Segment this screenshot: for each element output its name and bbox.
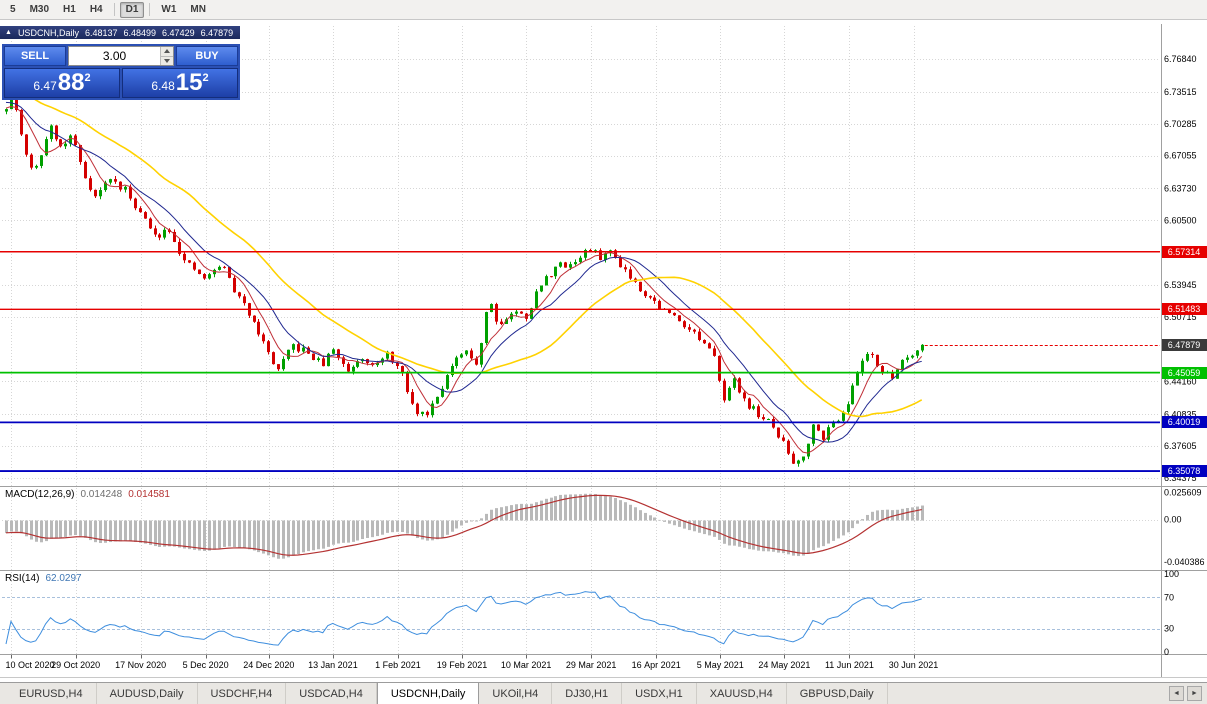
volume-input[interactable]: 3.00 bbox=[68, 46, 174, 66]
ohlc-close: 6.47879 bbox=[200, 27, 234, 38]
sell-price-button[interactable]: 6.47 88 2 bbox=[4, 68, 120, 98]
chart-tab-usdx-h1[interactable]: USDX,H1 bbox=[622, 683, 697, 704]
volume-decrease-button[interactable] bbox=[161, 55, 173, 65]
volume-value: 3.00 bbox=[102, 49, 127, 63]
buy-button[interactable]: BUY bbox=[176, 46, 238, 66]
rsi-value: 62.0297 bbox=[45, 573, 82, 584]
ohlc-high: 6.48499 bbox=[123, 27, 157, 38]
chart-tabs: EURUSD,H4 AUDUSD,Daily USDCHF,H4 USDCAD,H4 U… bbox=[6, 683, 888, 704]
chevron-up-icon bbox=[164, 49, 170, 54]
volume-increase-button[interactable] bbox=[161, 47, 173, 56]
timeframe-toolbar: 5 M30 H1 H4 D1 W1 MN bbox=[0, 0, 1207, 20]
timeframe-button-h1[interactable]: H1 bbox=[63, 3, 76, 15]
chart-tab-xauusd-h4[interactable]: XAUUSD,H4 bbox=[697, 683, 787, 704]
chart-tab-eurusd-h4[interactable]: EURUSD,H4 bbox=[6, 683, 97, 704]
chart-tab-usdcnh-daily[interactable]: USDCNH,Daily bbox=[376, 683, 480, 704]
bid-price-big: 88 bbox=[57, 69, 85, 96]
chart-tab-dj30-h1[interactable]: DJ30,H1 bbox=[552, 683, 623, 704]
toolbar-separator bbox=[113, 3, 115, 16]
chart-tab-bar: EURUSD,H4 AUDUSD,Daily USDCHF,H4 USDCAD,H4 U… bbox=[0, 682, 1207, 704]
chart-tab-ukoil-h4[interactable]: UKOil,H4 bbox=[479, 683, 553, 704]
rsi-name: RSI(14) bbox=[5, 573, 40, 584]
timeframe-button-5[interactable]: 5 bbox=[10, 3, 16, 15]
rsi-label: RSI(14) 62.0297 bbox=[5, 573, 82, 584]
macd-label: MACD(12,26,9) 0.014248 0.014581 bbox=[5, 489, 170, 500]
bid-price-prefix: 6.47 bbox=[33, 79, 57, 93]
timeframe-button-w1[interactable]: W1 bbox=[161, 3, 177, 15]
tab-scroll-controls: ◄ ► bbox=[1169, 683, 1207, 704]
one-click-trading-panel: SELL 3.00 BUY 6.47 88 2 6.48 15 2 bbox=[2, 44, 240, 100]
sell-button[interactable]: SELL bbox=[4, 46, 66, 66]
chart-window-title[interactable]: ▲ USDCNH,Daily 6.48137 6.48499 6.47429 6… bbox=[0, 26, 240, 39]
chart-tab-usdchf-h4[interactable]: USDCHF,H4 bbox=[198, 683, 287, 704]
bid-price-sup: 2 bbox=[84, 72, 91, 84]
toolbar-separator bbox=[149, 3, 151, 16]
ohlc-open: 6.48137 bbox=[84, 27, 118, 38]
chart-tab-usdcad-h4[interactable]: USDCAD,H4 bbox=[286, 683, 377, 704]
chart-symbol-period: USDCNH,Daily bbox=[17, 27, 79, 38]
chart-tab-gbpusd-daily[interactable]: GBPUSD,Daily bbox=[787, 683, 888, 704]
timeframe-button-h4[interactable]: H4 bbox=[89, 3, 103, 15]
timeframe-button-m30[interactable]: M30 bbox=[29, 3, 50, 15]
tabs-scroll-right-button[interactable]: ► bbox=[1187, 686, 1202, 701]
chart-tab-audusd-daily[interactable]: AUDUSD,Daily bbox=[97, 683, 198, 704]
buy-price-button[interactable]: 6.48 15 2 bbox=[122, 68, 238, 98]
collapse-icon[interactable]: ▲ bbox=[5, 29, 12, 36]
timeframe-button-mn[interactable]: MN bbox=[190, 3, 206, 15]
timeframe-button-d1[interactable]: D1 bbox=[119, 1, 145, 18]
ask-price-prefix: 6.48 bbox=[151, 79, 175, 93]
chevron-down-icon bbox=[164, 58, 170, 63]
ask-price-sup: 2 bbox=[202, 72, 209, 84]
macd-main-value: 0.014248 bbox=[80, 489, 123, 500]
ask-price-big: 15 bbox=[175, 69, 203, 96]
volume-spinner bbox=[160, 47, 173, 65]
macd-signal-value: 0.014581 bbox=[128, 489, 170, 500]
tabs-scroll-left-button[interactable]: ◄ bbox=[1169, 686, 1184, 701]
ohlc-low: 6.47429 bbox=[162, 27, 195, 38]
macd-name: MACD(12,26,9) bbox=[5, 489, 75, 500]
